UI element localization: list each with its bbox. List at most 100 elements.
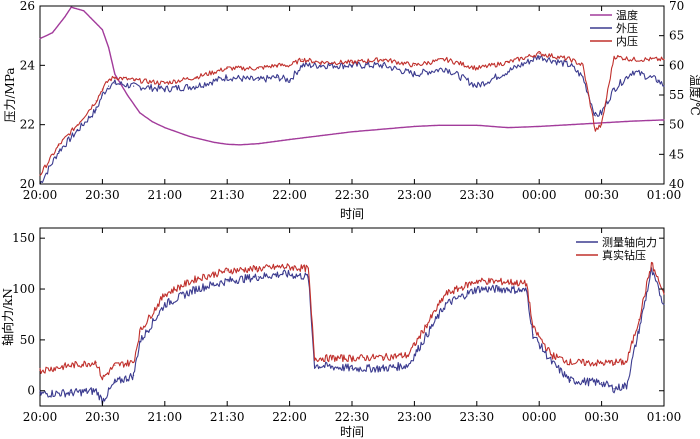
top-series-group bbox=[39, 6, 665, 185]
legend-label: 内压 bbox=[616, 34, 638, 48]
series-1-point bbox=[101, 94, 103, 96]
series-2-point bbox=[382, 58, 384, 61]
bottom-y-axis: 0 50 100 150 bbox=[12, 231, 664, 398]
series-2-point bbox=[114, 76, 116, 78]
series-2-point bbox=[226, 67, 228, 69]
x-tick-label: 23:30 bbox=[460, 188, 495, 202]
series-1-point bbox=[114, 82, 116, 84]
series-0-point bbox=[39, 38, 41, 40]
series-1-point bbox=[407, 354, 409, 356]
series-1-point bbox=[226, 76, 228, 78]
series-0-point bbox=[257, 276, 259, 278]
bottom-series-group bbox=[39, 261, 665, 406]
series-1-point bbox=[95, 109, 97, 111]
x-tick-label: 22:00 bbox=[272, 188, 307, 202]
series-2-point bbox=[76, 124, 78, 126]
series-1-point bbox=[139, 331, 141, 333]
series-2-point bbox=[569, 58, 572, 61]
series-2-point bbox=[164, 82, 166, 84]
series-0-point bbox=[126, 94, 128, 96]
series-0-point bbox=[39, 393, 41, 395]
series-0-point bbox=[351, 367, 353, 369]
series-2-point bbox=[663, 58, 665, 61]
series-line-0 bbox=[39, 267, 665, 406]
legend-label: 测量轴向力 bbox=[602, 235, 657, 249]
series-0-point bbox=[70, 6, 72, 8]
series-1-point bbox=[195, 278, 197, 280]
top-x-axis-label: 时间 bbox=[340, 207, 364, 221]
series-0-point bbox=[64, 16, 66, 18]
series-0-point bbox=[139, 341, 141, 343]
series-0-point bbox=[314, 364, 316, 366]
legend-label: 真实钻压 bbox=[602, 248, 646, 262]
series-0-point bbox=[663, 119, 665, 121]
top-chart: 20:00 20:30 21:00 21:30 22:00 22:30 23:00 23:30… bbox=[3, 0, 700, 221]
series-1-point bbox=[101, 377, 103, 380]
series-2-point bbox=[195, 76, 197, 78]
y-tick-label: 0 bbox=[27, 384, 35, 398]
series-0-point bbox=[214, 141, 216, 144]
series-0-point bbox=[101, 29, 103, 31]
series-line-2 bbox=[39, 50, 665, 176]
series-2-point bbox=[445, 58, 447, 61]
series-2-point bbox=[413, 64, 415, 66]
x-tick-label: 23:30 bbox=[460, 410, 495, 424]
series-1-point bbox=[307, 268, 309, 270]
series-1-point bbox=[613, 361, 615, 363]
series-0-point bbox=[108, 46, 110, 49]
series-1-point bbox=[257, 79, 259, 81]
series-2-point bbox=[133, 79, 135, 81]
series-0-point bbox=[426, 334, 428, 336]
series-1-point bbox=[663, 85, 665, 87]
top-right-y-axis: 40 45 50 55 60 65 70 bbox=[659, 0, 684, 191]
y-tick-label: 22 bbox=[20, 118, 35, 132]
series-1-point bbox=[632, 70, 634, 72]
x-tick-label: 21:00 bbox=[148, 410, 183, 424]
series-0-point bbox=[413, 354, 415, 356]
series-1-point bbox=[532, 327, 534, 329]
series-2-point bbox=[476, 67, 478, 69]
series-1-point bbox=[613, 88, 615, 90]
series-0-point bbox=[382, 367, 384, 369]
top-x-axis: 20:00 20:30 21:00 21:30 22:00 22:30 23:00 23:30… bbox=[23, 6, 681, 202]
series-1-point bbox=[601, 112, 603, 114]
series-1-point bbox=[582, 76, 584, 78]
x-tick-label: 23:00 bbox=[397, 410, 432, 424]
series-line-1 bbox=[39, 261, 665, 381]
right-y-tick-label: 70 bbox=[669, 0, 684, 13]
series-2-point bbox=[257, 67, 259, 69]
right-y-tick-label: 50 bbox=[669, 118, 684, 132]
series-0-point bbox=[226, 143, 228, 145]
series-0-point bbox=[507, 127, 509, 129]
series-0-point bbox=[407, 364, 409, 366]
series-1-point bbox=[95, 361, 97, 363]
series-1-point bbox=[133, 85, 135, 87]
series-0-point bbox=[139, 112, 141, 114]
series-1-point bbox=[76, 130, 78, 132]
bottom-x-axis: 20:00 20:30 21:00 21:30 22:00 22:30 23:00 23:30… bbox=[23, 228, 681, 424]
series-0-point bbox=[551, 361, 553, 363]
series-2-point bbox=[657, 58, 659, 61]
series-0-point bbox=[51, 32, 54, 34]
series-0-point bbox=[114, 382, 116, 384]
bottom-chart: 20:00 20:30 21:00 21:30 22:00 22:30 23:00 23:30… bbox=[0, 227, 681, 439]
top-left-y-axis: 20 22 24 26 bbox=[20, 0, 45, 191]
x-tick-label: 20:30 bbox=[85, 188, 120, 202]
x-tick-label: 20:30 bbox=[85, 410, 120, 424]
x-tick-label: 20:00 bbox=[23, 410, 58, 424]
series-1-point bbox=[351, 64, 353, 66]
series-1-point bbox=[507, 281, 509, 283]
y-tick-label: 24 bbox=[20, 58, 36, 72]
series-0-point bbox=[164, 127, 166, 129]
series-1-point bbox=[445, 293, 447, 295]
series-1-point bbox=[382, 356, 384, 358]
series-2-point bbox=[538, 52, 540, 55]
series-0-point bbox=[151, 121, 153, 123]
right-y-tick-label: 55 bbox=[669, 88, 684, 102]
series-0-point bbox=[663, 303, 665, 305]
series-1-point bbox=[195, 85, 197, 87]
series-2-point bbox=[39, 174, 41, 176]
series-0-point bbox=[601, 382, 603, 384]
series-1-point bbox=[413, 73, 415, 75]
series-1-point bbox=[70, 364, 72, 366]
